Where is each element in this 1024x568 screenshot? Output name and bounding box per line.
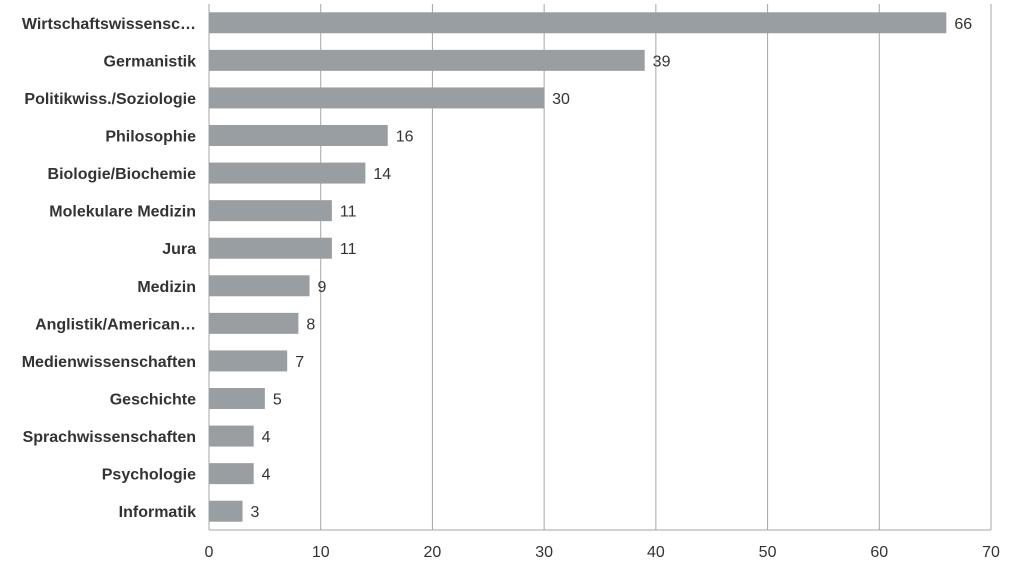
bar [209, 463, 254, 485]
bar [209, 237, 332, 259]
x-tick-label: 20 [424, 544, 442, 561]
data-label: 8 [306, 316, 315, 333]
bar [209, 12, 947, 34]
data-label: 14 [373, 166, 391, 183]
bar-layer [209, 12, 947, 522]
data-label: 7 [295, 354, 304, 371]
data-label: 4 [262, 429, 271, 446]
y-tick-label: Geschichte [110, 392, 196, 409]
bar [209, 200, 332, 222]
bar [209, 388, 265, 409]
data-label: 4 [262, 467, 271, 484]
data-label: 11 [340, 241, 357, 258]
bar [209, 350, 288, 372]
bar [209, 500, 243, 522]
axis-layer: 0 10 20 30 40 50 60 70 [205, 529, 1000, 561]
y-tick-label: Medizin [137, 279, 196, 296]
y-tick-label: Biologie/Biochemie [48, 166, 197, 183]
data-label: 11 [340, 204, 357, 221]
y-tick-label: Sprachwissenschaften [23, 429, 196, 446]
grid-layer [208, 4, 992, 530]
bar [209, 312, 299, 334]
bar [209, 87, 545, 109]
data-label: 16 [396, 129, 414, 146]
y-tick-label: Anglistik/American… [35, 316, 196, 333]
data-label: 66 [954, 16, 972, 33]
y-tick-label: Jura [162, 241, 196, 258]
bar [209, 49, 645, 71]
x-tick-label: 40 [647, 544, 665, 561]
y-tick-label: Politikwiss./Soziologie [24, 91, 196, 108]
data-label: 30 [552, 91, 570, 108]
bar [209, 162, 366, 184]
bar [209, 125, 388, 146]
y-tick-label: Medienwissenschaften [22, 354, 196, 371]
bar [209, 425, 254, 447]
x-tick-label: 60 [870, 544, 888, 561]
x-tick-label: 70 [982, 544, 1000, 561]
x-tick-label: 0 [205, 544, 214, 561]
data-label: 5 [273, 392, 282, 409]
x-tick-label: 50 [759, 544, 777, 561]
data-label: 9 [318, 279, 327, 296]
x-tick-label: 10 [312, 544, 330, 561]
data-label: 3 [251, 504, 260, 521]
y-tick-label: Molekulare Medizin [49, 204, 196, 221]
y-tick-label: Germanistik [104, 53, 197, 70]
y-tick-label: Wirtschaftswissensc… [22, 16, 196, 33]
y-tick-label: Psychologie [102, 467, 196, 484]
data-label: 39 [653, 53, 671, 70]
bar [209, 275, 310, 297]
y-tick-label: Philosophie [105, 129, 196, 146]
x-tick-label: 30 [535, 544, 553, 561]
y-tick-label: Informatik [119, 504, 196, 521]
